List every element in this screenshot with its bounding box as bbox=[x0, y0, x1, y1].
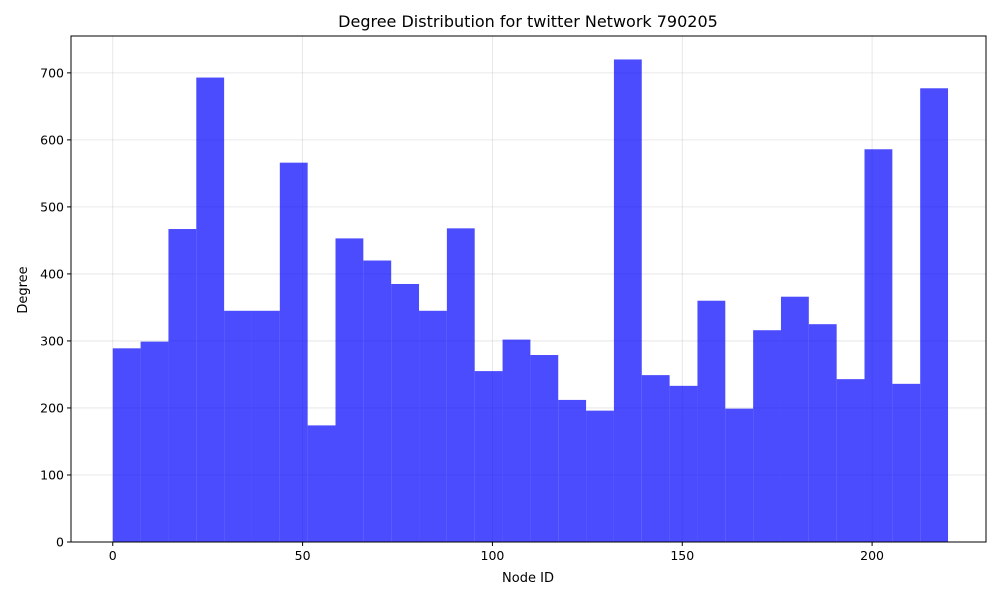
bar bbox=[224, 310, 252, 542]
bar bbox=[168, 229, 197, 542]
bar bbox=[558, 399, 587, 542]
y-axis-label: Degree bbox=[16, 266, 31, 313]
bar bbox=[307, 425, 336, 542]
x-tick-label: 50 bbox=[295, 548, 311, 563]
x-tick-label: 150 bbox=[670, 548, 694, 563]
bar bbox=[669, 385, 698, 542]
bar bbox=[251, 310, 280, 542]
bar bbox=[920, 88, 949, 542]
bar bbox=[196, 77, 225, 543]
y-tick-label: 300 bbox=[40, 333, 64, 348]
bar bbox=[474, 371, 503, 542]
bar bbox=[112, 348, 141, 542]
chart-title: Degree Distribution for twitter Network … bbox=[338, 12, 718, 31]
x-tick-label: 100 bbox=[481, 548, 505, 563]
y-tick-label: 600 bbox=[40, 132, 64, 147]
bar bbox=[780, 296, 809, 542]
x-tick-label: 0 bbox=[109, 548, 117, 563]
y-tick-label: 500 bbox=[40, 199, 64, 214]
ticks: 0 50 100 150 200 0 100 200 300 400 500 600 700 bbox=[40, 65, 884, 563]
y-tick-label: 700 bbox=[40, 65, 64, 80]
bar bbox=[641, 375, 670, 542]
bar bbox=[363, 260, 392, 542]
bar bbox=[613, 59, 642, 542]
bar bbox=[864, 149, 893, 542]
bar bbox=[279, 162, 308, 543]
bar bbox=[725, 408, 754, 542]
bar bbox=[446, 228, 475, 542]
y-tick-label: 0 bbox=[56, 535, 64, 550]
bar bbox=[391, 283, 420, 542]
bar bbox=[530, 355, 559, 542]
bar bbox=[808, 324, 837, 542]
y-tick-label: 400 bbox=[40, 266, 64, 281]
y-tick-label: 200 bbox=[40, 400, 64, 415]
plot-frame bbox=[70, 35, 987, 543]
bar bbox=[586, 410, 614, 542]
bar bbox=[502, 339, 531, 542]
bar bbox=[892, 383, 921, 542]
bar bbox=[697, 300, 726, 542]
x-tick-label: 200 bbox=[860, 548, 884, 563]
bar bbox=[335, 238, 364, 542]
x-axis-label: Node ID bbox=[502, 571, 554, 586]
bar bbox=[836, 379, 865, 542]
bar bbox=[419, 310, 447, 542]
bar bbox=[753, 330, 781, 542]
bars bbox=[112, 59, 949, 543]
bar bbox=[140, 341, 169, 542]
y-tick-label: 100 bbox=[40, 467, 64, 482]
